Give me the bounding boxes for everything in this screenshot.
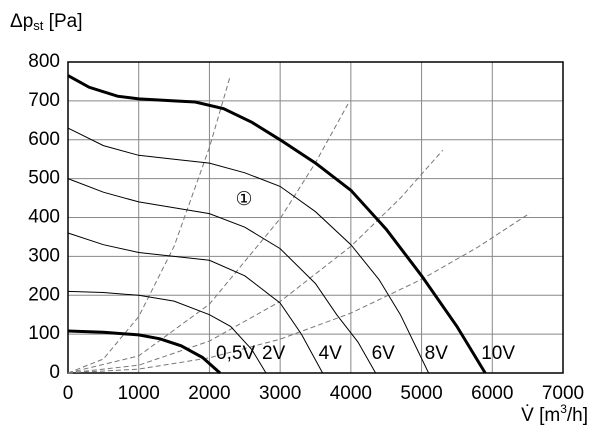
x-tick-label: 3000	[259, 383, 301, 404]
y-axis-label: Δpst [Pa]	[10, 11, 82, 33]
y-tick-label: 600	[28, 129, 60, 150]
plot-frame	[67, 61, 564, 374]
y-label-unit: [Pa]	[43, 11, 82, 32]
y-tick-label: 0	[49, 362, 60, 383]
annotation: ①	[236, 189, 253, 210]
y-tick-label: 200	[28, 284, 60, 305]
x-tick-label: 6000	[471, 383, 513, 404]
fan-curve	[67, 127, 430, 374]
system-curve	[67, 77, 231, 374]
x-tick-label: 4000	[330, 383, 372, 404]
system-curve	[67, 103, 349, 374]
x-tick-label: 1000	[118, 383, 160, 404]
x-label-unit: /h]	[567, 405, 588, 426]
y-tick-label: 700	[28, 90, 60, 111]
x-label-sup: 3	[560, 402, 567, 416]
x-tick-label: 7000	[542, 383, 584, 404]
x-tick-label: 2000	[188, 383, 230, 404]
x-tick-label: 5000	[400, 383, 442, 404]
fan-curve	[67, 290, 267, 374]
y-tick-label: 300	[28, 245, 60, 266]
fan-curve	[67, 74, 487, 374]
curve-label: 4V	[319, 343, 343, 364]
y-tick-label: 800	[28, 51, 60, 72]
fan-curve	[67, 178, 377, 374]
y-tick-label: 100	[28, 323, 60, 344]
system-curve	[67, 149, 444, 374]
y-label-sub: st	[33, 18, 44, 33]
y-tick-label: 500	[28, 168, 60, 189]
y-tick-label: 400	[28, 207, 60, 228]
y-label-main: Δp	[10, 11, 33, 32]
curve-label: 0,5V	[216, 343, 255, 364]
curve-label: 6V	[372, 343, 396, 364]
curve-label: 10V	[481, 343, 515, 364]
curve-label: 2V	[262, 343, 286, 364]
fan-curve	[67, 329, 221, 375]
fan-curve	[67, 232, 324, 374]
curve-label: 8V	[425, 343, 449, 364]
x-axis-label: V̇ [m3/h]	[521, 402, 588, 426]
x-tick-label: 0	[63, 383, 74, 404]
system-curve	[67, 212, 531, 374]
x-label-main: V̇ [m	[521, 405, 560, 426]
